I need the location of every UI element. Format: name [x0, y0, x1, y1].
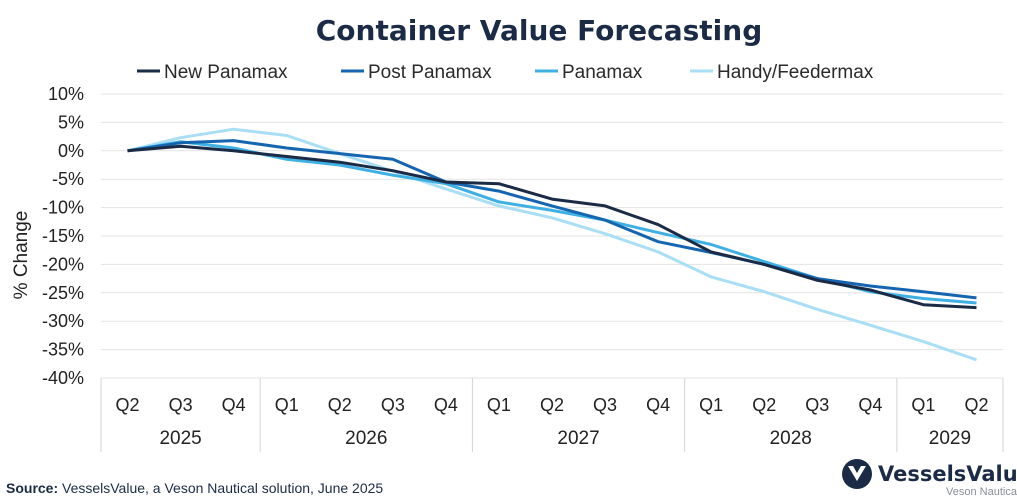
y-tick-label: -35%: [42, 340, 84, 360]
plot-lines: [127, 127, 977, 362]
y-axis-label: % Change: [11, 211, 32, 300]
brand-logo-mark: [848, 466, 866, 481]
y-tick-label: -15%: [42, 226, 84, 246]
x-year-label: 2029: [929, 428, 971, 449]
y-tick-label: -30%: [42, 311, 84, 331]
y-tick-label: -10%: [42, 198, 84, 218]
legend: New Panamax Post Panamax Panamax Handy/Feed…: [137, 62, 874, 83]
x-tick-label: Q2: [752, 395, 776, 415]
x-year-label: 2028: [770, 428, 812, 449]
y-tick-label: -5%: [52, 169, 84, 189]
source-text: VesselsValue, a Veson Nautical solution,…: [58, 480, 383, 496]
x-tick-label: Q4: [646, 395, 670, 415]
x-tick-label: Q3: [805, 395, 829, 415]
y-tick-label: -40%: [42, 368, 84, 388]
y-axis: 10% 5% 0% -5% -10% -15% -20% -25% -30% -35% -40%: [42, 84, 84, 388]
x-tick-label: Q3: [381, 395, 405, 415]
series-line-panamax: [127, 140, 977, 305]
y-tick-label: 5%: [58, 112, 84, 132]
brand-sub: Veson Nautical: [946, 486, 1017, 498]
x-tick-label: Q1: [275, 395, 299, 415]
x-tick-label: Q2: [328, 395, 352, 415]
y-tick-label: 10%: [48, 84, 84, 104]
source-note: Source: VesselsValue, a Veson Nautical s…: [6, 480, 383, 496]
x-year-label: 2025: [159, 428, 201, 449]
x-tick-label: Q2: [116, 395, 140, 415]
series-line-new-panamax: [127, 144, 977, 310]
x-tick-label: Q4: [222, 395, 246, 415]
x-tick-label: Q1: [487, 395, 511, 415]
x-tick-label: Q3: [593, 395, 617, 415]
legend-label: New Panamax: [164, 62, 288, 83]
brand-logo: VesselsValue Veson Nautical: [842, 459, 1017, 498]
source-label: Source:: [6, 480, 58, 496]
grid: [101, 93, 1003, 379]
x-axis: Q2 Q3 Q4 Q1 Q2 Q3 Q4 Q1 Q2 Q3 Q4 Q1 Q2 Q3 Q4 Q1 Q2 2025 20…: [100, 378, 1004, 452]
y-tick-label: -20%: [42, 254, 84, 274]
series-line-post-panamax: [127, 139, 977, 300]
legend-label: Post Panamax: [368, 62, 492, 83]
brand-name: VesselsValue: [878, 462, 1017, 486]
x-tick-label: Q4: [858, 395, 882, 415]
x-year-label: 2026: [345, 428, 387, 449]
y-tick-label: -25%: [42, 283, 84, 303]
y-tick-label: 0%: [58, 141, 84, 161]
legend-label: Panamax: [562, 62, 643, 83]
chart-title: Container Value Forecasting: [316, 14, 763, 47]
x-tick-label: Q2: [540, 395, 564, 415]
series-line-handy-feedermax: [127, 127, 977, 362]
x-tick-label: Q2: [964, 395, 988, 415]
x-tick-label: Q1: [699, 395, 723, 415]
legend-label: Handy/Feedermax: [717, 62, 874, 83]
x-tick-label: Q4: [434, 395, 458, 415]
x-tick-label: Q3: [169, 395, 193, 415]
x-tick-label: Q1: [911, 395, 935, 415]
x-year-label: 2027: [557, 428, 599, 449]
